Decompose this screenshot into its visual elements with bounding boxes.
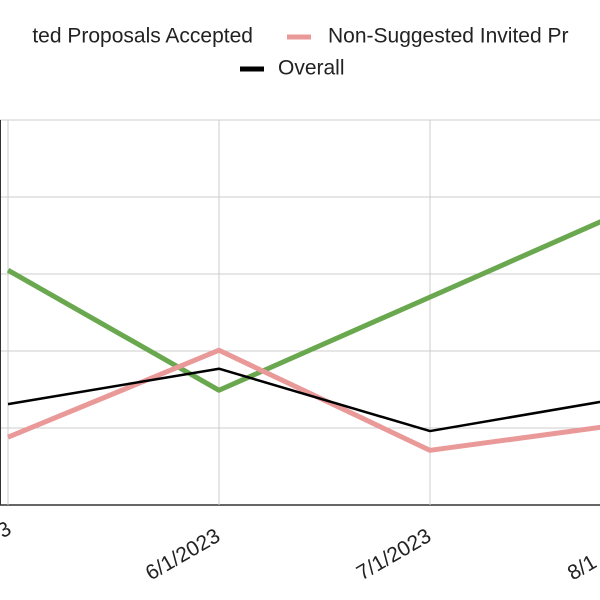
series-line [7, 347, 600, 453]
x-tick-label: 3 [0, 517, 15, 543]
series-line [6, 219, 600, 393]
series-line [7, 367, 600, 433]
x-tick-label: 8/1 [564, 551, 600, 586]
x-tick-label: 7/1/2023 [353, 524, 435, 585]
legend-label: ted Proposals Accepted [32, 25, 253, 48]
x-tick-label: 6/1/2023 [142, 524, 224, 585]
legend-label: Overall [278, 57, 345, 80]
legend-label: Non-Suggested Invited Pr [328, 25, 568, 48]
